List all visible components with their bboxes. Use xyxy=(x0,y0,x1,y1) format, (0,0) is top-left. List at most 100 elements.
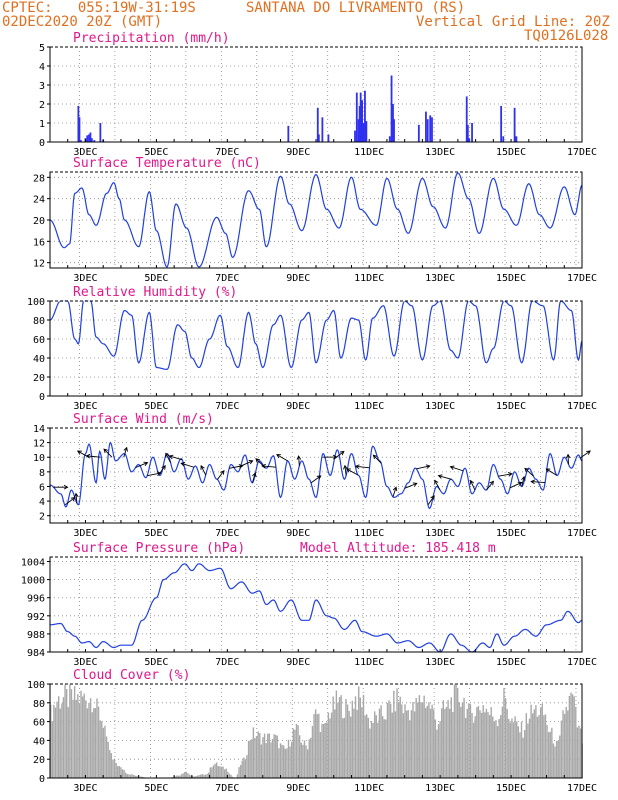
panel-5: 984 988 992 996 1000 1004 3DEC 5DEC 7DEC 9DEC 11DE… xyxy=(21,541,597,668)
wind-vector-head xyxy=(430,495,435,500)
panel-frame xyxy=(49,556,583,653)
cloud-bar xyxy=(184,771,186,778)
cloud-bar xyxy=(367,717,369,778)
cloud-bar xyxy=(509,722,512,778)
cloud-bar xyxy=(358,686,360,778)
cloud-bar xyxy=(359,697,362,778)
precip-bar xyxy=(393,119,395,142)
cloud-bar xyxy=(493,721,496,778)
cloud-bar xyxy=(415,698,417,778)
cloud-bar xyxy=(271,738,274,778)
cloud-bar xyxy=(268,733,271,778)
cloud-bar xyxy=(273,734,275,778)
cloud-bar xyxy=(286,748,288,778)
cloud-bar xyxy=(464,718,467,778)
cloud-bar xyxy=(86,708,89,778)
wind-vector-head xyxy=(507,472,513,477)
cloud-bar xyxy=(466,708,468,778)
precip-bar xyxy=(287,125,290,142)
cloud-bar xyxy=(492,716,494,778)
cloud-bar xyxy=(276,735,279,778)
cloud-bar xyxy=(385,719,387,778)
x-tick-label: 15DEC xyxy=(496,783,526,794)
precip-bar xyxy=(365,121,368,142)
cloud-bar xyxy=(215,762,218,778)
cloud-bar xyxy=(434,719,437,778)
wind-vector-head xyxy=(165,452,170,458)
wind-vector xyxy=(252,472,256,483)
precip-bar xyxy=(361,100,364,142)
cloud-bar xyxy=(118,766,121,778)
cloud-bar xyxy=(476,707,478,778)
x-tick-label: 3DEC xyxy=(73,147,97,158)
cloud-bar xyxy=(105,736,108,778)
cloud-bar xyxy=(391,712,393,778)
cloud-bar xyxy=(72,699,74,778)
cloud-bar xyxy=(500,715,502,778)
cloud-bar xyxy=(50,704,52,778)
cloud-bar xyxy=(407,710,409,778)
y-tick-label: 1 xyxy=(39,119,45,130)
wind-vector-head xyxy=(343,464,348,470)
y-tick-label: 8 xyxy=(39,468,45,479)
cloud-bar xyxy=(402,713,405,778)
cloud-bar xyxy=(354,696,357,778)
wind-vector-head xyxy=(123,446,128,452)
cloud-bar xyxy=(345,699,347,778)
cloud-bar xyxy=(91,712,93,778)
panel-title: Cloud Cover (%) xyxy=(73,668,190,683)
x-tick-label: 13DEC xyxy=(425,783,455,794)
precip-bar xyxy=(78,117,81,142)
x-tick-label: 5DEC xyxy=(144,528,168,539)
cloud-bar xyxy=(290,741,293,778)
series-line xyxy=(49,441,583,510)
x-tick-label: 7DEC xyxy=(215,273,239,284)
cloud-bar xyxy=(543,715,545,778)
x-tick-label: 11DEC xyxy=(354,273,384,284)
x-tick-label: 17DEC xyxy=(567,401,597,412)
cloud-bar xyxy=(310,737,312,778)
cloud-bar xyxy=(377,722,379,778)
y-tick-label: 20 xyxy=(33,216,45,227)
series-line xyxy=(49,563,583,653)
cloud-bar xyxy=(225,768,227,778)
cloud-bar xyxy=(373,711,376,778)
cloud-bar xyxy=(461,703,464,778)
wind-vector-head xyxy=(76,450,82,455)
cloud-bar xyxy=(298,735,301,778)
cloud-bar xyxy=(107,741,109,778)
cloud-bar xyxy=(238,767,240,778)
cloud-bar xyxy=(495,720,497,778)
cloud-bar xyxy=(522,737,524,778)
y-tick-label: 2 xyxy=(39,100,45,111)
cloud-bar xyxy=(212,765,215,778)
panel-title: Relative Humidity (%) xyxy=(73,285,237,300)
y-tick-label: 0 xyxy=(39,392,45,403)
cloud-bar xyxy=(187,773,189,778)
y-tick-label: 100 xyxy=(27,680,45,691)
wind-vector-head xyxy=(449,465,455,470)
wind-vector xyxy=(334,451,345,460)
cloud-bar xyxy=(501,706,504,778)
y-tick-label: 1004 xyxy=(21,558,45,569)
cloud-bar xyxy=(488,715,491,778)
precip-bar xyxy=(388,136,391,142)
cloud-bar xyxy=(308,739,310,778)
cloud-bar xyxy=(115,763,117,778)
y-tick-label: 40 xyxy=(33,736,45,747)
cloud-bar xyxy=(203,774,205,778)
y-tick-label: 10 xyxy=(33,453,45,464)
precip-bar xyxy=(392,104,394,142)
cloud-bar xyxy=(243,757,245,778)
cloud-bar xyxy=(531,713,534,778)
cloud-bar xyxy=(431,704,433,778)
cloud-bar xyxy=(329,718,331,778)
x-tick-label: 17DEC xyxy=(567,273,597,284)
cloud-bar xyxy=(198,775,200,778)
cloud-bar xyxy=(533,709,535,778)
wind-vector-head xyxy=(85,453,91,459)
precip-bar xyxy=(429,115,432,142)
cloud-bar xyxy=(559,735,561,778)
cloud-bar xyxy=(188,774,191,778)
